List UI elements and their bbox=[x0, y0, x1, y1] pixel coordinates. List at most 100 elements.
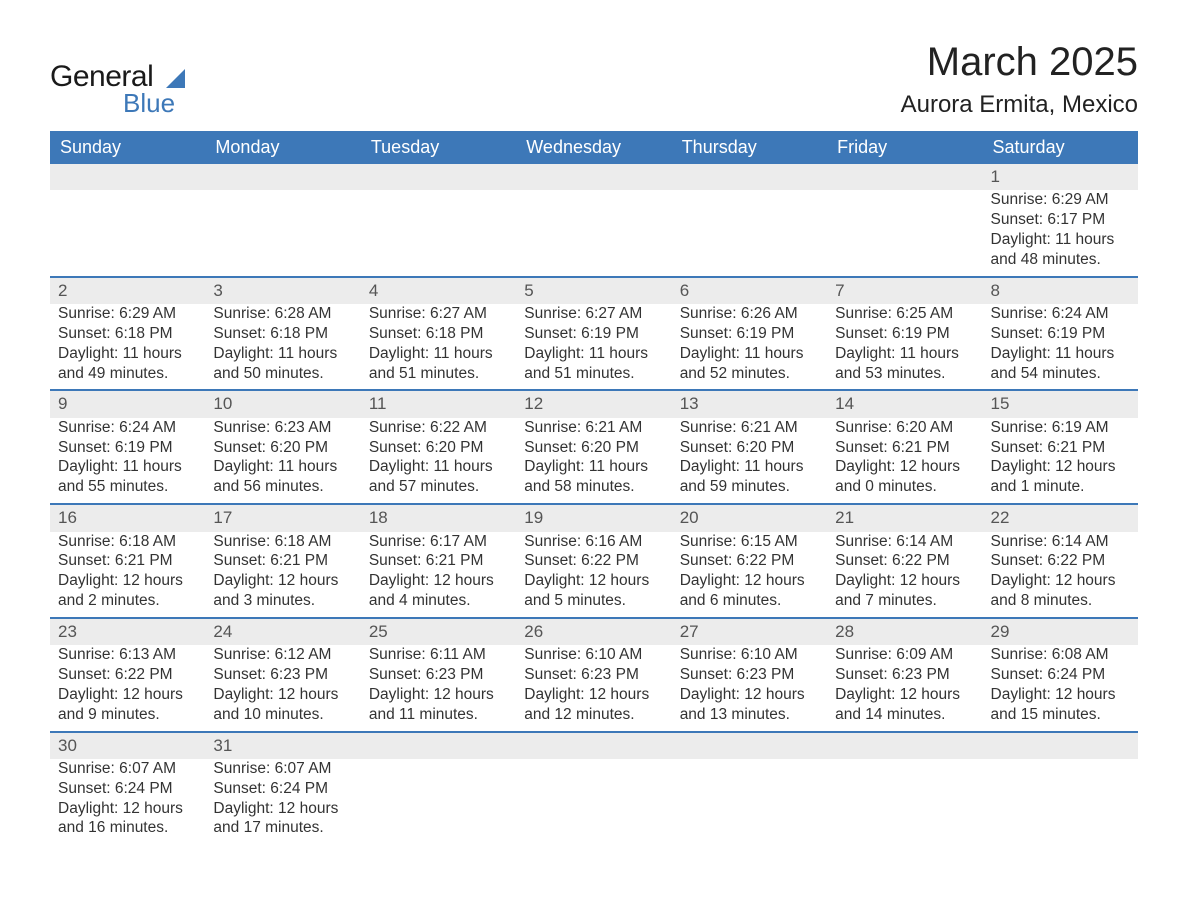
location-subtitle: Aurora Ermita, Mexico bbox=[901, 91, 1138, 119]
day-info-cell: Sunrise: 6:26 AMSunset: 6:19 PMDaylight:… bbox=[672, 304, 827, 390]
daylight-text: Daylight: 12 hours and 9 minutes. bbox=[58, 685, 197, 725]
calendar-info-row: Sunrise: 6:07 AMSunset: 6:24 PMDaylight:… bbox=[50, 759, 1138, 844]
sunset-text: Sunset: 6:21 PM bbox=[835, 438, 974, 458]
day-number-cell: 25 bbox=[361, 618, 516, 645]
daylight-text: Daylight: 11 hours and 50 minutes. bbox=[213, 344, 352, 384]
sunrise-text: Sunrise: 6:20 AM bbox=[835, 418, 974, 438]
day-number-cell: 10 bbox=[205, 390, 360, 417]
sunset-text: Sunset: 6:19 PM bbox=[835, 324, 974, 344]
daylight-text: Daylight: 12 hours and 8 minutes. bbox=[991, 571, 1130, 611]
sunset-text: Sunset: 6:20 PM bbox=[524, 438, 663, 458]
day-number-cell: 5 bbox=[516, 277, 671, 304]
day-number-cell: 12 bbox=[516, 390, 671, 417]
sunrise-text: Sunrise: 6:27 AM bbox=[369, 304, 508, 324]
sunset-text: Sunset: 6:23 PM bbox=[369, 665, 508, 685]
day-number-cell bbox=[672, 164, 827, 190]
daylight-text: Daylight: 11 hours and 49 minutes. bbox=[58, 344, 197, 384]
day-number-cell: 23 bbox=[50, 618, 205, 645]
calendar-daynum-row: 1 bbox=[50, 164, 1138, 190]
daylight-text: Daylight: 12 hours and 4 minutes. bbox=[369, 571, 508, 611]
day-number-cell: 15 bbox=[983, 390, 1138, 417]
sunrise-text: Sunrise: 6:29 AM bbox=[58, 304, 197, 324]
daylight-text: Daylight: 11 hours and 53 minutes. bbox=[835, 344, 974, 384]
day-number-cell: 24 bbox=[205, 618, 360, 645]
sunrise-text: Sunrise: 6:14 AM bbox=[835, 532, 974, 552]
calendar-table: Sunday Monday Tuesday Wednesday Thursday… bbox=[50, 131, 1138, 844]
sunrise-text: Sunrise: 6:07 AM bbox=[58, 759, 197, 779]
sunrise-text: Sunrise: 6:09 AM bbox=[835, 645, 974, 665]
sunset-text: Sunset: 6:21 PM bbox=[991, 438, 1130, 458]
sunrise-text: Sunrise: 6:12 AM bbox=[213, 645, 352, 665]
day-number-cell: 14 bbox=[827, 390, 982, 417]
sunset-text: Sunset: 6:18 PM bbox=[369, 324, 508, 344]
day-info-cell bbox=[672, 190, 827, 276]
sunrise-text: Sunrise: 6:15 AM bbox=[680, 532, 819, 552]
daylight-text: Daylight: 11 hours and 59 minutes. bbox=[680, 457, 819, 497]
day-info-cell bbox=[50, 190, 205, 276]
daylight-text: Daylight: 12 hours and 15 minutes. bbox=[991, 685, 1130, 725]
daylight-text: Daylight: 12 hours and 2 minutes. bbox=[58, 571, 197, 611]
sunset-text: Sunset: 6:24 PM bbox=[58, 779, 197, 799]
day-info-cell: Sunrise: 6:25 AMSunset: 6:19 PMDaylight:… bbox=[827, 304, 982, 390]
day-number-cell bbox=[205, 164, 360, 190]
day-info-cell bbox=[672, 759, 827, 844]
day-number-cell: 22 bbox=[983, 504, 1138, 531]
day-header: Wednesday bbox=[516, 131, 671, 164]
sunrise-text: Sunrise: 6:08 AM bbox=[991, 645, 1130, 665]
daylight-text: Daylight: 11 hours and 52 minutes. bbox=[680, 344, 819, 384]
sunrise-text: Sunrise: 6:28 AM bbox=[213, 304, 352, 324]
sunrise-text: Sunrise: 6:21 AM bbox=[680, 418, 819, 438]
day-header: Tuesday bbox=[361, 131, 516, 164]
day-info-cell bbox=[516, 190, 671, 276]
sunrise-text: Sunrise: 6:25 AM bbox=[835, 304, 974, 324]
day-info-cell bbox=[983, 759, 1138, 844]
sunrise-text: Sunrise: 6:14 AM bbox=[991, 532, 1130, 552]
sunset-text: Sunset: 6:19 PM bbox=[524, 324, 663, 344]
day-info-cell: Sunrise: 6:27 AMSunset: 6:18 PMDaylight:… bbox=[361, 304, 516, 390]
day-number-cell: 9 bbox=[50, 390, 205, 417]
daylight-text: Daylight: 12 hours and 14 minutes. bbox=[835, 685, 974, 725]
day-number-cell: 4 bbox=[361, 277, 516, 304]
day-number-cell bbox=[827, 164, 982, 190]
day-number-cell bbox=[361, 732, 516, 759]
day-info-cell: Sunrise: 6:16 AMSunset: 6:22 PMDaylight:… bbox=[516, 532, 671, 618]
day-number-cell: 2 bbox=[50, 277, 205, 304]
day-number-cell: 8 bbox=[983, 277, 1138, 304]
day-number-cell: 13 bbox=[672, 390, 827, 417]
sunset-text: Sunset: 6:24 PM bbox=[213, 779, 352, 799]
day-number-cell: 11 bbox=[361, 390, 516, 417]
day-info-cell: Sunrise: 6:07 AMSunset: 6:24 PMDaylight:… bbox=[50, 759, 205, 844]
day-number-cell bbox=[50, 164, 205, 190]
day-number-cell: 21 bbox=[827, 504, 982, 531]
daylight-text: Daylight: 12 hours and 7 minutes. bbox=[835, 571, 974, 611]
sunset-text: Sunset: 6:20 PM bbox=[213, 438, 352, 458]
sunrise-text: Sunrise: 6:22 AM bbox=[369, 418, 508, 438]
day-info-cell: Sunrise: 6:10 AMSunset: 6:23 PMDaylight:… bbox=[516, 645, 671, 731]
calendar-daynum-row: 2345678 bbox=[50, 277, 1138, 304]
day-info-cell: Sunrise: 6:24 AMSunset: 6:19 PMDaylight:… bbox=[983, 304, 1138, 390]
day-number-cell: 3 bbox=[205, 277, 360, 304]
daylight-text: Daylight: 11 hours and 57 minutes. bbox=[369, 457, 508, 497]
day-number-cell: 29 bbox=[983, 618, 1138, 645]
daylight-text: Daylight: 12 hours and 3 minutes. bbox=[213, 571, 352, 611]
day-number-cell: 17 bbox=[205, 504, 360, 531]
day-info-cell: Sunrise: 6:08 AMSunset: 6:24 PMDaylight:… bbox=[983, 645, 1138, 731]
daylight-text: Daylight: 11 hours and 48 minutes. bbox=[991, 230, 1130, 270]
sunrise-text: Sunrise: 6:19 AM bbox=[991, 418, 1130, 438]
day-number-cell bbox=[516, 164, 671, 190]
header: General Blue March 2025 Aurora Ermita, M… bbox=[50, 40, 1138, 119]
day-info-cell bbox=[827, 190, 982, 276]
daylight-text: Daylight: 12 hours and 12 minutes. bbox=[524, 685, 663, 725]
daylight-text: Daylight: 12 hours and 0 minutes. bbox=[835, 457, 974, 497]
calendar-info-row: Sunrise: 6:29 AM Sunset: 6:18 PM Daylight:… bbox=[50, 304, 1138, 390]
sunrise-text: Sunrise: 6:21 AM bbox=[524, 418, 663, 438]
day-header: Saturday bbox=[983, 131, 1138, 164]
day-number-cell: 7 bbox=[827, 277, 982, 304]
daylight-text: Daylight: 11 hours and 51 minutes. bbox=[524, 344, 663, 384]
day-number-cell: 1 bbox=[983, 164, 1138, 190]
daylight-text: Daylight: 12 hours and 13 minutes. bbox=[680, 685, 819, 725]
daylight-text: Daylight: 11 hours and 55 minutes. bbox=[58, 457, 197, 497]
sunset-text: Sunset: 6:22 PM bbox=[835, 551, 974, 571]
daylight-text: Daylight: 12 hours and 6 minutes. bbox=[680, 571, 819, 611]
day-info-cell bbox=[827, 759, 982, 844]
